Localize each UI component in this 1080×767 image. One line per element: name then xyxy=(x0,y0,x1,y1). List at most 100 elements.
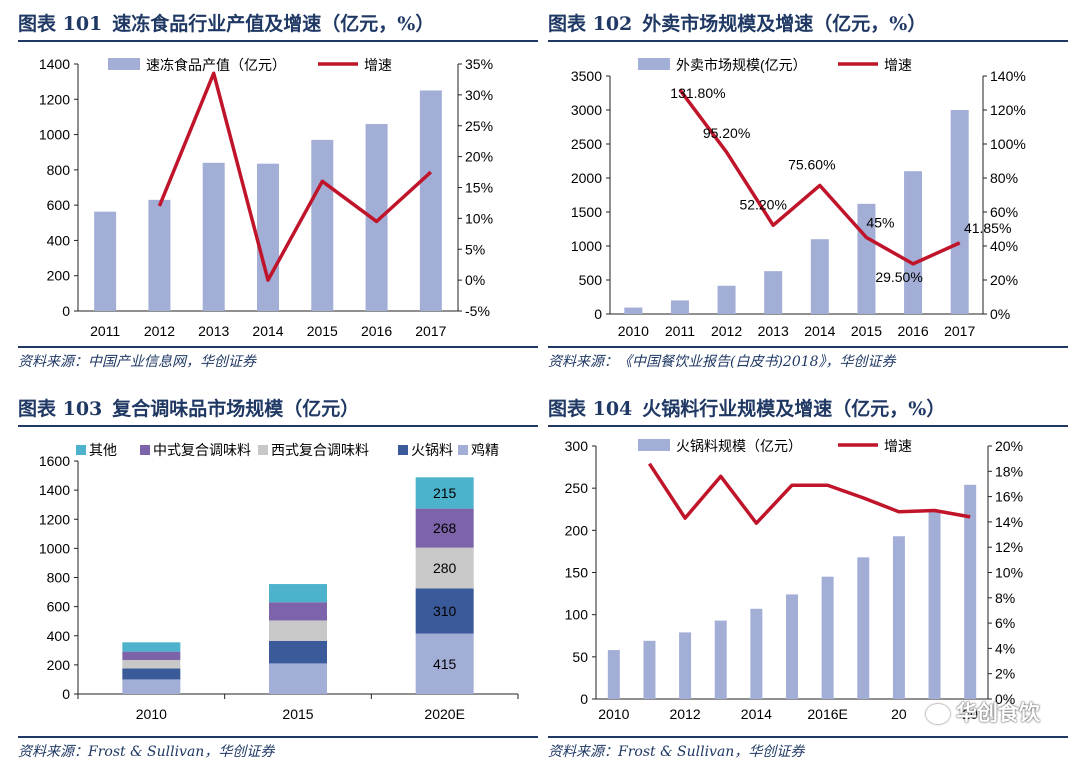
figure-number: 图表 101 xyxy=(18,13,103,35)
left-axis-tick-label: 3500 xyxy=(571,68,602,84)
left-axis-tick-label: 0 xyxy=(62,686,70,702)
left-axis-tick-label: 1500 xyxy=(571,204,602,220)
bar xyxy=(624,307,643,314)
figure-title: 外卖市场规模及增速（亿元，%） xyxy=(642,13,927,35)
legend-swatch xyxy=(140,445,150,455)
right-axis-tick-label: 20% xyxy=(990,272,1018,288)
legend-label: 火锅料 xyxy=(411,442,453,458)
stacked-bar-segment xyxy=(122,679,181,694)
legend-label-bar: 速冻食品产值（亿元） xyxy=(146,57,286,73)
legend-label: 其他 xyxy=(89,442,117,458)
right-axis-tick-label: 140% xyxy=(990,68,1026,84)
legend-swatch-bar xyxy=(638,58,670,70)
left-axis-tick-label: 250 xyxy=(565,480,589,496)
right-axis-tick-label: 15% xyxy=(465,180,493,196)
right-axis-tick-label: 60% xyxy=(990,204,1018,220)
x-tick-label: 2011 xyxy=(90,323,120,339)
figure-title: 速冻食品行业产值及增速（亿元，%） xyxy=(112,13,435,35)
right-axis-tick-label: 20% xyxy=(465,149,493,165)
data-label: 131.80% xyxy=(670,85,725,101)
stacked-bar-segment xyxy=(415,508,474,548)
left-axis-tick-label: 1200 xyxy=(39,91,70,107)
bar xyxy=(964,484,977,699)
bar xyxy=(679,632,692,699)
legend-label: 中式复合调味料 xyxy=(153,442,251,458)
legend-swatch xyxy=(76,445,86,455)
stacked-bar-segment xyxy=(122,660,181,669)
bar xyxy=(419,90,442,311)
growth-line xyxy=(678,88,961,266)
chart-frozen-food: 0 200 400 600 800 1000 1200 1400 -5% 0% 5% 10% 15% 20… xyxy=(39,56,493,339)
stacked-bar-segment xyxy=(415,588,474,634)
bar xyxy=(717,285,736,314)
left-axis-tick-label: 50 xyxy=(572,649,588,665)
x-tick-label: 2011 xyxy=(665,323,695,339)
left-axis-tick-label: 300 xyxy=(565,438,589,454)
watermark-text: 华创食饮 xyxy=(956,701,1040,725)
left-axis-tick-label: 1400 xyxy=(39,56,70,72)
right-axis-tick-label: 0% xyxy=(990,306,1010,322)
legend-swatch xyxy=(398,445,408,455)
data-label: 268 xyxy=(433,520,457,536)
figure-title: 火锅料行业规模及增速（亿元，%） xyxy=(642,398,946,420)
left-axis-tick-label: 2500 xyxy=(571,136,602,152)
legend-swatch xyxy=(258,445,268,455)
bar xyxy=(892,536,905,699)
right-axis-tick-label: 4% xyxy=(995,640,1015,656)
x-tick-label: 20 xyxy=(962,706,978,722)
left-axis-tick-label: 0 xyxy=(580,691,588,707)
data-label: 52.20% xyxy=(739,196,786,212)
data-label: 75.60% xyxy=(788,156,835,172)
x-tick-label: 2014 xyxy=(252,323,283,339)
data-label: 95.20% xyxy=(703,125,750,141)
right-axis-tick-label: 0% xyxy=(465,272,485,288)
right-axis-tick-label: 35% xyxy=(465,56,493,72)
x-tick-label: 2015 xyxy=(851,323,882,339)
bar xyxy=(786,594,798,699)
left-axis-tick-label: 0 xyxy=(62,303,70,319)
right-axis-tick-label: 100% xyxy=(990,136,1026,152)
legend-label-line: 增速 xyxy=(884,438,912,454)
left-axis-tick-label: 100 xyxy=(565,607,589,623)
left-axis-tick-label: 600 xyxy=(47,197,71,213)
stacked-bar-segment xyxy=(269,620,327,641)
bar xyxy=(94,211,117,311)
x-tick-label: 2020E xyxy=(424,706,464,722)
right-axis-tick-label: 30% xyxy=(465,87,493,103)
panel-title: 图表 101 速冻食品行业产值及增速（亿元，%） xyxy=(18,10,538,42)
figure-title: 复合调味品市场规模（亿元） xyxy=(112,398,360,420)
x-tick-label: 2015 xyxy=(307,323,338,339)
bar xyxy=(764,271,783,314)
bar xyxy=(202,162,225,311)
left-axis-tick-label: 500 xyxy=(579,272,603,288)
x-tick-label: 2016 xyxy=(897,323,928,339)
left-axis-tick-label: 400 xyxy=(47,232,71,248)
source-note: 资料来源：Frost & Sullivan，华创证券 xyxy=(548,736,1068,763)
chart-hotpot-ingredients: 0 50 100 150 200 250 300 0% 2% 4% 6% 8% 10% 12% 14% 16%… xyxy=(565,438,1023,722)
left-axis-tick-label: 200 xyxy=(47,657,71,673)
chart-compound-seasoning: 0 200 400 600 800 1000 1200 1400 1600 2010 2015 415… xyxy=(39,442,519,722)
stacked-bar-segment xyxy=(269,663,327,694)
panel-title: 图表 102 外卖市场规模及增速（亿元，%） xyxy=(548,10,1068,42)
left-axis-tick-label: 1000 xyxy=(39,127,70,143)
panel-title: 图表 103 复合调味品市场规模（亿元） xyxy=(18,395,538,427)
right-axis-tick-label: -5% xyxy=(465,303,490,319)
x-tick-label: 2016 xyxy=(361,323,392,339)
stacked-bar-segment xyxy=(122,651,181,661)
data-label: 415 xyxy=(433,656,457,672)
bar xyxy=(821,576,834,699)
x-tick-label: 2010 xyxy=(598,706,629,722)
right-axis-tick-label: 40% xyxy=(990,238,1018,254)
stacked-bar-segment xyxy=(122,668,181,680)
legend-label: 鸡精 xyxy=(471,442,499,458)
right-axis-tick-label: 18% xyxy=(995,463,1023,479)
source-note: 资料来源：Frost & Sullivan，华创证券 xyxy=(18,736,538,763)
x-tick-label: 2012 xyxy=(711,323,742,339)
right-axis-tick-label: 12% xyxy=(995,539,1023,555)
right-axis-tick-label: 80% xyxy=(990,170,1018,186)
bar xyxy=(670,300,689,314)
left-axis-tick-label: 600 xyxy=(47,599,71,615)
legend-swatch-bar xyxy=(638,439,670,451)
left-axis-tick-label: 150 xyxy=(565,565,589,581)
right-axis-tick-label: 2% xyxy=(995,666,1015,682)
